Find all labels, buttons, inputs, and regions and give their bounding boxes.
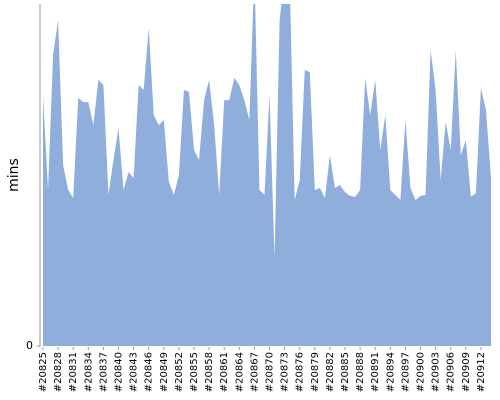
x-tick-label: #20843 [129,352,140,392]
x-tick-label: #20855 [189,352,200,392]
x-tick-label: #20873 [280,352,291,392]
x-tick-label: #20912 [476,352,487,392]
y-axis-label: mins [6,158,22,192]
x-tick-label: #20879 [310,352,321,392]
x-tick-label: #20852 [174,352,185,392]
x-tick-label: #20870 [265,352,276,392]
x-tick-label: #20897 [400,352,411,392]
x-tick-label: #20837 [98,352,109,392]
x-tick-label: #20903 [431,352,442,392]
x-tick-label: #20876 [295,352,306,392]
x-tick-label: #20867 [249,352,260,392]
x-tick-label: #20828 [53,352,64,392]
x-tick-label: #20825 [38,352,49,392]
x-tick-label: #20885 [340,352,351,392]
x-tick-label: #20858 [204,352,215,392]
x-tick-label: #20846 [144,352,155,392]
x-tick-label: #20831 [68,352,79,392]
x-tick-label: #20909 [461,352,472,392]
x-tick-label: #20834 [83,352,94,392]
x-tick-label: #20864 [234,352,245,392]
x-tick-label: #20891 [370,352,381,392]
area [43,4,491,346]
x-tick-label: #20888 [355,352,366,392]
x-tick-label: #20906 [446,352,457,392]
x-tick-label: #20861 [219,352,230,392]
x-tick-label: #20894 [385,352,396,392]
x-tick-label: #20900 [416,352,427,392]
x-tick-label: #20840 [114,352,125,392]
y-tick-label: 0 [26,339,33,352]
x-tick-label: #20849 [159,352,170,392]
x-tick-label: #20882 [325,352,336,392]
